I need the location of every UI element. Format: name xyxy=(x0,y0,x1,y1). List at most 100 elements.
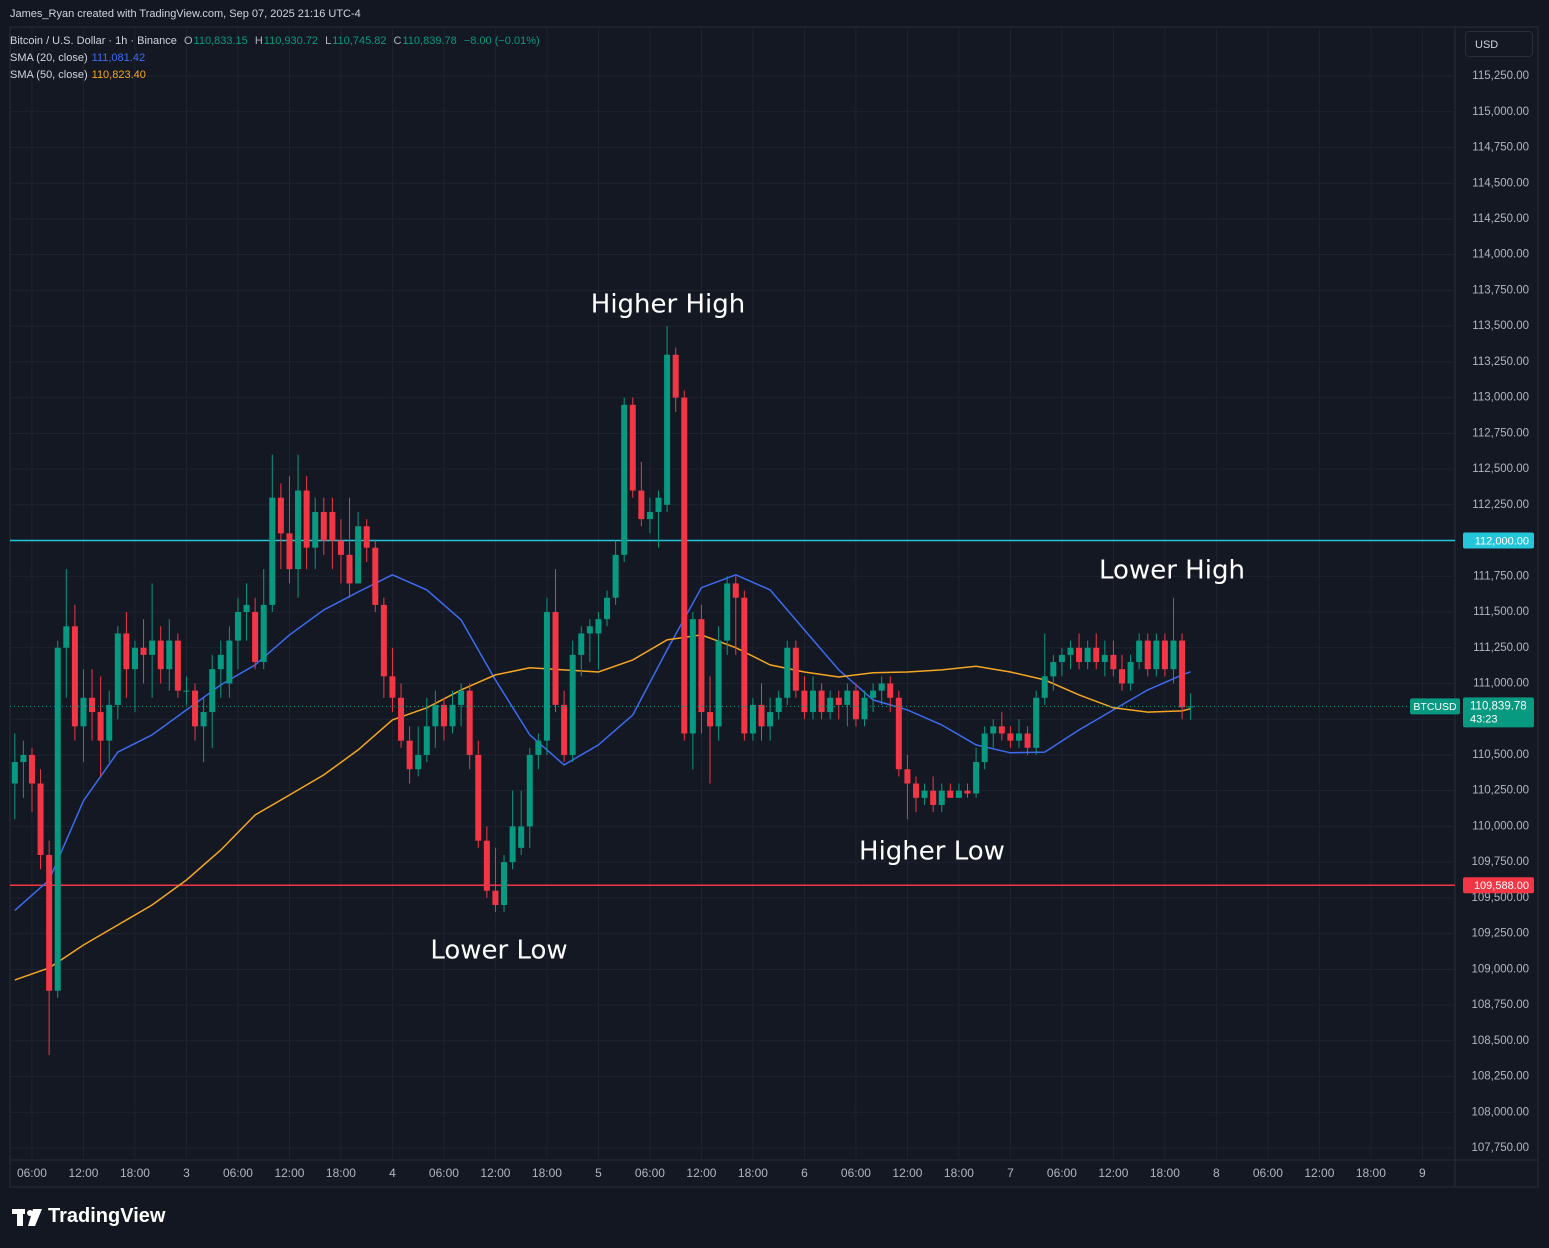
x-tick-label: 18:00 xyxy=(120,1166,150,1180)
candle-body xyxy=(449,704,456,727)
level-label: 112,000.00 xyxy=(1475,535,1529,547)
x-tick-label: 12:00 xyxy=(1098,1166,1128,1180)
candle-body xyxy=(209,669,216,713)
candle-body xyxy=(921,790,928,798)
candle-body xyxy=(775,697,782,713)
candle-body xyxy=(63,626,70,648)
candle-body xyxy=(578,633,585,655)
candle-body xyxy=(758,704,765,727)
y-tick-label: 112,750.00 xyxy=(1472,427,1529,439)
ohlc-key: O xyxy=(183,35,193,47)
sma-line xyxy=(14,634,1191,981)
candle-body xyxy=(715,640,722,727)
indicator-name: SMA (50, close) xyxy=(10,69,88,81)
candle-body xyxy=(672,354,679,398)
y-tick-label: 111,750.00 xyxy=(1473,570,1529,582)
candle-body xyxy=(664,354,671,505)
x-tick-label: 18:00 xyxy=(1356,1166,1386,1180)
y-tick-label: 113,250.00 xyxy=(1472,356,1529,368)
y-tick-label: 107,750.00 xyxy=(1471,1142,1529,1154)
candle-body xyxy=(80,697,87,727)
candle-body xyxy=(432,704,439,727)
candle-body xyxy=(1153,640,1160,670)
y-tick-label: 114,250.00 xyxy=(1472,213,1529,225)
ohlc-key: C xyxy=(393,35,402,47)
x-tick-label: 6 xyxy=(801,1166,808,1180)
x-tick-label: 06:00 xyxy=(841,1166,871,1180)
candle-body xyxy=(440,704,447,727)
x-tick-label: 12:00 xyxy=(480,1166,510,1180)
candle-body xyxy=(406,740,413,770)
candle-body xyxy=(71,626,78,727)
x-tick-label: 4 xyxy=(389,1166,396,1180)
candle-body xyxy=(1136,640,1143,663)
candle-body xyxy=(89,697,96,713)
chart-frame xyxy=(9,26,1539,1188)
candle-body xyxy=(887,683,894,698)
candle-body xyxy=(492,890,499,906)
brand: TradingView xyxy=(48,1205,166,1227)
candle-body xyxy=(1076,647,1083,663)
candle-body xyxy=(131,647,138,670)
ohlc-value: 110,839.78 xyxy=(402,35,457,47)
candle-body xyxy=(483,840,490,891)
x-tick-label: 3 xyxy=(183,1166,190,1180)
x-tick-label: 18:00 xyxy=(738,1166,768,1180)
candle-body xyxy=(286,533,293,570)
candle-body xyxy=(97,712,104,741)
candle-body xyxy=(698,619,705,713)
symbol-tag-label: BTCUSD xyxy=(1413,701,1457,713)
candle-body xyxy=(501,862,508,906)
candle-body xyxy=(981,733,988,763)
countdown-label: 43:23 xyxy=(1470,713,1498,725)
candle-body xyxy=(1101,654,1108,663)
y-tick-label: 110,500.00 xyxy=(1472,749,1529,761)
candle-body xyxy=(346,554,353,584)
x-tick-label: 5 xyxy=(595,1166,602,1180)
change: −8.00 (−0.01%) xyxy=(463,35,540,47)
candle-body xyxy=(1118,669,1125,684)
candle-body xyxy=(217,654,224,670)
y-tick-label: 113,000.00 xyxy=(1472,392,1529,404)
candle-body xyxy=(518,826,525,848)
annotation: Higher High xyxy=(591,290,745,320)
indicator-legend[interactable]: SMA (20, close) 111,081.42 xyxy=(10,52,149,64)
y-tick-label: 111,250.00 xyxy=(1473,642,1529,654)
candle-body xyxy=(955,790,962,798)
candle-body xyxy=(1170,640,1177,670)
candle-body xyxy=(767,712,774,727)
candle-body xyxy=(689,619,696,734)
x-tick-label: 06:00 xyxy=(17,1166,47,1180)
candle-body xyxy=(938,790,945,805)
candle-body xyxy=(810,690,817,713)
candle-body xyxy=(320,511,327,541)
indicator-legend[interactable]: SMA (50, close) 110,823.40 xyxy=(10,69,150,81)
candle-body xyxy=(295,490,302,570)
x-tick-label: 7 xyxy=(1007,1166,1014,1180)
candle-body xyxy=(329,511,336,541)
x-tick-label: 12:00 xyxy=(274,1166,304,1180)
candle-body xyxy=(818,690,825,713)
y-tick-label: 108,750.00 xyxy=(1471,999,1529,1011)
candle-body xyxy=(595,619,602,634)
candle-body xyxy=(913,783,920,798)
candle-body xyxy=(741,597,748,734)
y-tick-label: 110,000.00 xyxy=(1472,820,1529,832)
candle-body xyxy=(707,712,714,727)
candle-body xyxy=(183,690,190,692)
candle-body xyxy=(20,754,27,763)
currency-button[interactable]: USD xyxy=(1465,31,1533,57)
price-tag-label: 110,839.78 xyxy=(1470,700,1527,712)
candle-body xyxy=(561,704,568,755)
candle-body xyxy=(947,790,954,798)
candle-body xyxy=(149,640,156,655)
y-tick-label: 110,250.00 xyxy=(1472,785,1529,797)
candle-body xyxy=(174,640,181,691)
candle-body xyxy=(621,404,628,555)
x-tick-label: 18:00 xyxy=(1150,1166,1180,1180)
x-tick-label: 9 xyxy=(1419,1166,1426,1180)
candle-body xyxy=(604,597,611,620)
y-tick-label: 108,250.00 xyxy=(1471,1071,1529,1083)
x-tick-label: 06:00 xyxy=(1253,1166,1283,1180)
